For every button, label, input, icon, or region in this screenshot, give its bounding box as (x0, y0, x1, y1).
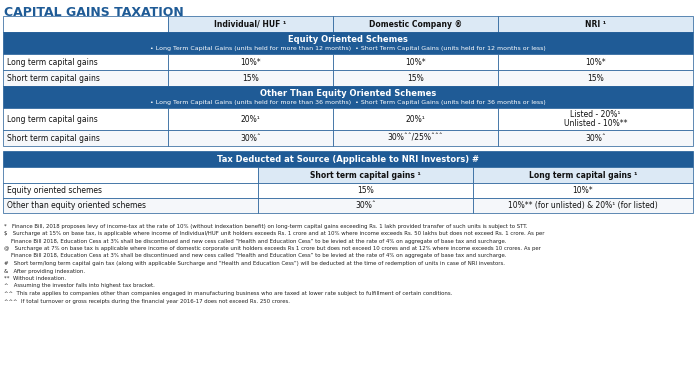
Bar (498, 16, 693, 32)
Bar (258, 198, 473, 213)
Text: 15%: 15% (587, 74, 604, 82)
Text: @   Surcharge at 7% on base tax is applicable where income of domestic corporate: @ Surcharge at 7% on base tax is applica… (4, 246, 541, 251)
Bar (333, 16, 498, 32)
Bar (498, 54, 693, 70)
Text: Other Than Equity Oriented Schemes: Other Than Equity Oriented Schemes (260, 89, 436, 98)
Text: Individual/ HUF ¹: Individual/ HUF ¹ (214, 19, 287, 28)
Bar (258, 167, 473, 183)
Text: 10%** (for unlisted) & 20%¹ (for listed): 10%** (for unlisted) & 20%¹ (for listed) (508, 201, 658, 210)
Text: 30%ˆ: 30%ˆ (585, 133, 606, 142)
Text: Short term capital gains ¹: Short term capital gains ¹ (310, 170, 421, 179)
Bar (333, 130, 498, 146)
Bar (498, 70, 693, 86)
Bar (473, 167, 693, 183)
Bar (3, 16, 168, 32)
Text: Tax Deducted at Source (Applicable to NRI Investors) #: Tax Deducted at Source (Applicable to NR… (217, 154, 479, 163)
Bar (3, 151, 693, 167)
Text: &   After providing indexation.: & After providing indexation. (4, 268, 85, 273)
Bar (3, 32, 693, 54)
Text: Short term capital gains: Short term capital gains (7, 74, 100, 82)
Bar (333, 54, 498, 70)
Bar (3, 108, 168, 130)
Text: 10%*: 10%* (240, 58, 261, 67)
Text: Equity oriented schemes: Equity oriented schemes (7, 186, 102, 195)
Text: Finance Bill 2018, Education Cess at 3% shall be discontinued and new cess calle: Finance Bill 2018, Education Cess at 3% … (4, 238, 507, 244)
Text: Long term capital gains: Long term capital gains (7, 114, 97, 123)
Text: 10%*: 10%* (585, 58, 606, 67)
Bar (168, 108, 333, 130)
Text: #   Short term/long term capital gain tax (along with applicable Surcharge and “: # Short term/long term capital gain tax … (4, 261, 505, 266)
Text: Domestic Company ®: Domestic Company ® (369, 19, 462, 28)
Bar (498, 130, 693, 146)
Bar (168, 54, 333, 70)
Bar (3, 86, 693, 108)
Bar (473, 183, 693, 198)
Bar (333, 108, 498, 130)
Text: Finance Bill 2018, Education Cess at 3% shall be discontinued and new cess calle: Finance Bill 2018, Education Cess at 3% … (4, 254, 507, 259)
Text: • Long Term Capital Gains (units held for more than 12 months)  • Short Term Cap: • Long Term Capital Gains (units held fo… (150, 46, 546, 51)
Bar (168, 130, 333, 146)
Text: 10%*: 10%* (405, 58, 426, 67)
Text: **  Without indexation.: ** Without indexation. (4, 276, 66, 281)
Bar (3, 70, 168, 86)
Text: Unlisted - 10%**: Unlisted - 10%** (564, 119, 627, 128)
Text: ^^^  If total turnover or gross receipts during the financial year 2016-17 does : ^^^ If total turnover or gross receipts … (4, 298, 290, 303)
Text: Listed - 20%¹: Listed - 20%¹ (570, 110, 621, 119)
Text: 30%ˆˆ/25%ˆˆˆ: 30%ˆˆ/25%ˆˆˆ (388, 133, 443, 142)
Text: Short term capital gains: Short term capital gains (7, 133, 100, 142)
Bar (3, 183, 258, 198)
Text: 30%ˆ: 30%ˆ (240, 133, 261, 142)
Text: CAPITAL GAINS TAXATION: CAPITAL GAINS TAXATION (4, 6, 184, 19)
Bar (3, 130, 168, 146)
Text: Equity Oriented Schemes: Equity Oriented Schemes (288, 35, 408, 44)
Text: Long term capital gains: Long term capital gains (7, 58, 97, 67)
Text: NRI ¹: NRI ¹ (585, 19, 606, 28)
Text: $   Surcharge at 15% on base tax, is applicable where income of Individual/HUF u: $ Surcharge at 15% on base tax, is appli… (4, 231, 544, 236)
Text: 10%*: 10%* (573, 186, 593, 195)
Bar (3, 54, 168, 70)
Text: • Long Term Capital Gains (units held for more than 36 months)  • Short Term Cap: • Long Term Capital Gains (units held fo… (150, 100, 546, 105)
Bar (473, 198, 693, 213)
Bar (168, 16, 333, 32)
Text: 20%¹: 20%¹ (406, 114, 425, 123)
Text: 20%¹: 20%¹ (241, 114, 260, 123)
Text: Long term capital gains ¹: Long term capital gains ¹ (529, 170, 638, 179)
Text: 30%ˆ: 30%ˆ (355, 201, 376, 210)
Bar (168, 70, 333, 86)
Text: *   Finance Bill, 2018 proposes levy of income-tax at the rate of 10% (without i: * Finance Bill, 2018 proposes levy of in… (4, 224, 528, 228)
Bar (498, 108, 693, 130)
Bar (3, 167, 258, 183)
Bar (3, 198, 258, 213)
Text: 15%: 15% (242, 74, 259, 82)
Bar (333, 70, 498, 86)
Text: 15%: 15% (357, 186, 374, 195)
Text: ^^  This rate applies to companies other than companies engaged in manufacturing: ^^ This rate applies to companies other … (4, 291, 452, 296)
Text: 15%: 15% (407, 74, 424, 82)
Text: ^   Assuming the investor falls into highest tax bracket.: ^ Assuming the investor falls into highe… (4, 284, 155, 289)
Bar (258, 183, 473, 198)
Text: Other than equity oriented schemes: Other than equity oriented schemes (7, 201, 146, 210)
